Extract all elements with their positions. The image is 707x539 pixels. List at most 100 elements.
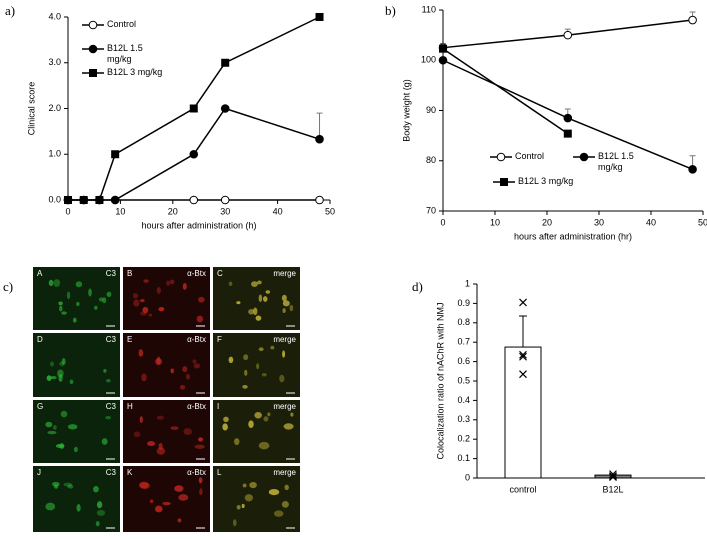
y-tick-label: 0	[465, 472, 470, 482]
micrograph-spot	[142, 306, 149, 314]
micrograph-spot	[101, 438, 108, 445]
micrograph-spot	[45, 421, 53, 428]
x-tick-label: control	[509, 484, 536, 494]
micrograph-spot	[222, 423, 228, 431]
micrograph-spot	[57, 369, 64, 378]
micrograph-spot	[55, 443, 65, 448]
micrograph: G C3	[33, 400, 120, 463]
marker	[189, 104, 198, 113]
micrograph-spot	[282, 308, 286, 314]
legend-label: B12L 1.5 mg/kg	[598, 151, 634, 172]
micrograph-spot	[242, 483, 247, 488]
micrograph-stain: α-Btx	[187, 269, 206, 278]
marker	[189, 195, 199, 205]
micrograph-stain: α-Btx	[187, 335, 206, 344]
micrograph-spot	[132, 293, 139, 299]
micrograph-spot	[248, 309, 255, 315]
micrograph-spot	[58, 305, 63, 312]
micrograph-image	[33, 333, 120, 397]
marker	[563, 113, 573, 123]
micrograph-letter: C	[217, 269, 223, 278]
y-tick-label: 0.1	[457, 453, 470, 463]
y-tick-label: 110	[422, 4, 436, 14]
micrograph-spot	[258, 441, 270, 450]
micrograph-spot	[96, 509, 106, 516]
micrograph-spot	[258, 294, 263, 303]
micrograph-stain: C3	[106, 402, 117, 411]
micrograph-spot	[139, 416, 143, 423]
micrograph-image	[123, 267, 210, 330]
micrograph-letter: B	[127, 269, 132, 278]
micrograph-spot	[228, 281, 233, 287]
micrograph-spot	[98, 297, 104, 302]
micrograph-spot	[281, 294, 287, 302]
micrograph-spot	[281, 500, 289, 508]
marker	[110, 195, 120, 205]
data-point	[609, 472, 617, 480]
y-tick-label: 0.9	[457, 298, 470, 308]
x-axis-label: hours after administration (hr)	[514, 231, 632, 241]
micrograph-letter: E	[127, 335, 132, 344]
micrograph-spot	[236, 505, 241, 510]
micrograph: A C3	[33, 267, 120, 330]
marker	[315, 134, 324, 144]
micrograph-spot	[46, 375, 52, 382]
micrograph-spot	[106, 378, 111, 383]
micrograph-spot	[106, 291, 112, 298]
legend-label: Control	[515, 151, 545, 161]
micrograph-spot	[133, 299, 140, 307]
micrograph-spot	[88, 288, 92, 297]
micrograph-image	[123, 333, 210, 397]
micrograph-letter: I	[217, 402, 219, 411]
panel-label: b)	[385, 3, 396, 18]
panel-label: d)	[412, 279, 423, 294]
data-point	[519, 350, 527, 359]
legend-marker	[88, 44, 98, 54]
micrograph-stain: C3	[106, 468, 117, 477]
micrograph-spot	[283, 423, 294, 430]
micrograph-image	[33, 466, 120, 532]
micrograph-spot	[50, 361, 54, 367]
y-axis-label: Clinical score	[26, 82, 36, 136]
y-tick-label: 0.7	[457, 337, 470, 347]
micrograph-spot	[66, 291, 71, 300]
micrograph-spot	[143, 279, 149, 283]
series-line	[442, 48, 569, 135]
x-tick-label: 10	[115, 206, 125, 216]
legend-label: B12L 3 mg/kg	[518, 176, 574, 186]
micrograph-spot	[261, 373, 267, 377]
micrograph-spot	[270, 345, 275, 350]
legend-marker	[88, 20, 98, 30]
micrograph-spot	[274, 510, 284, 517]
micrograph-spot	[198, 477, 203, 484]
y-tick-label: 0.3	[457, 414, 470, 424]
micrograph-spot	[198, 437, 204, 442]
marker	[111, 150, 120, 159]
marker	[439, 44, 447, 53]
micrograph-image	[213, 400, 300, 463]
marker	[220, 195, 230, 205]
micrograph-spot	[148, 313, 153, 317]
y-tick-label: 0.5	[457, 375, 470, 385]
micrograph-spot	[290, 412, 294, 417]
micrograph-spot	[51, 481, 60, 487]
micrograph-spot	[244, 369, 248, 376]
micrograph-spot	[139, 299, 145, 303]
micrograph-spot	[177, 518, 182, 523]
micrograph-spot	[103, 368, 107, 373]
micrograph-spot	[199, 488, 203, 496]
micrograph-spot	[174, 485, 184, 492]
data-point	[609, 473, 617, 481]
marker	[220, 104, 230, 113]
marker	[189, 149, 199, 159]
micrograph-spot	[228, 356, 234, 363]
data-point	[519, 370, 527, 379]
micrograph-spot	[156, 415, 165, 420]
micrograph-spot	[154, 505, 163, 513]
micrograph-letter: J	[37, 468, 41, 477]
